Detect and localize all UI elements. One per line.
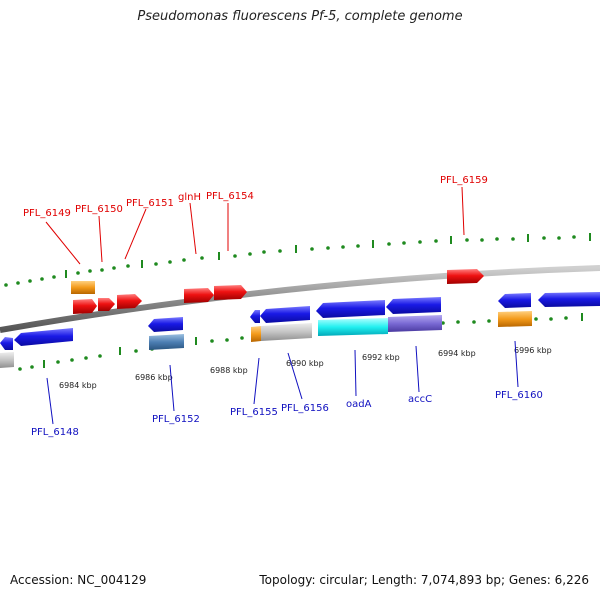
gene-label[interactable]: PFL_6148: [31, 427, 79, 438]
gene-block[interactable]: [318, 318, 388, 336]
gene-label[interactable]: PFL_6154: [206, 191, 254, 202]
scale-label: 6996 kbp: [514, 346, 552, 355]
gene-label[interactable]: accC: [408, 394, 432, 405]
scale-label: 6992 kbp: [362, 353, 400, 362]
gene-arrow[interactable]: [447, 269, 484, 284]
gene-arrow[interactable]: [316, 300, 385, 318]
gene-label[interactable]: PFL_6156: [281, 403, 329, 414]
gene-label[interactable]: PFL_6150: [75, 204, 123, 215]
gene-label[interactable]: oadA: [346, 399, 372, 410]
scale-label: 6988 kbp: [210, 366, 248, 375]
forward-label-leaders: [45, 186, 465, 265]
gene-arrow[interactable]: [184, 288, 214, 303]
gene-label[interactable]: glnH: [178, 192, 201, 203]
gene-arrow[interactable]: [71, 281, 95, 294]
scale-label: 6990 kbp: [286, 359, 324, 368]
gene-arrow[interactable]: [98, 298, 115, 311]
genome-summary: Topology: circular; Length: 7,074,893 bp…: [259, 573, 589, 587]
gene-arrow[interactable]: [498, 293, 531, 308]
gene-label[interactable]: PFL_6149: [23, 208, 71, 219]
gene-block[interactable]: [261, 323, 312, 341]
gene-label[interactable]: PFL_6151: [126, 198, 174, 209]
scale-label: 6984 kbp: [59, 381, 97, 390]
gene-label[interactable]: PFL_6152: [152, 414, 200, 425]
gene-arrow[interactable]: [260, 306, 310, 323]
scale-label: 6986 kbp: [135, 373, 173, 382]
gene-arrow[interactable]: [0, 337, 13, 350]
gene-block[interactable]: [0, 352, 14, 368]
genome-title: Pseudomonas fluorescens Pf-5, complete g…: [137, 9, 463, 24]
gene-arrow[interactable]: [73, 299, 97, 314]
gene-block[interactable]: [388, 315, 442, 332]
gene-block[interactable]: [149, 334, 184, 350]
gene-arrow[interactable]: [538, 292, 600, 307]
gene-arrow[interactable]: [117, 294, 142, 309]
reverse-strand-genes: [0, 292, 600, 368]
accession-text: Accession: NC_004129: [10, 573, 147, 587]
gene-block[interactable]: [251, 326, 261, 342]
gene-arrow[interactable]: [14, 328, 73, 346]
gene-block[interactable]: [498, 311, 532, 327]
gene-arrow[interactable]: [250, 310, 260, 323]
gene-arrow[interactable]: [148, 317, 183, 332]
scale-label: 6994 kbp: [438, 349, 476, 358]
gene-label[interactable]: PFL_6155: [230, 407, 278, 418]
gene-arrow[interactable]: [386, 297, 441, 314]
genome-backbone: [0, 265, 600, 333]
outer-tick-ring: [4, 233, 591, 287]
reverse-label-leaders: [46, 340, 519, 425]
gene-label[interactable]: PFL_6160: [495, 390, 543, 401]
gene-label[interactable]: PFL_6159: [440, 175, 488, 186]
forward-strand-genes: [71, 269, 484, 314]
gene-arrow[interactable]: [214, 285, 247, 300]
